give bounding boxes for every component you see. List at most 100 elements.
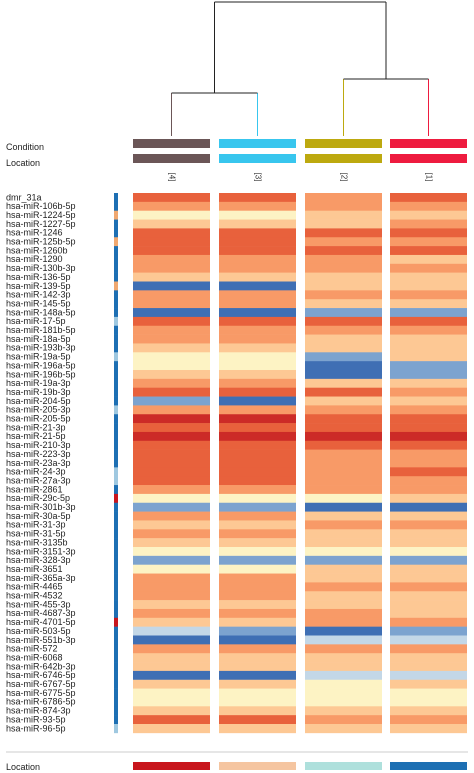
heatmap-cell	[133, 476, 210, 486]
heatmap-cell	[390, 617, 467, 627]
row-annotation-cell	[114, 493, 118, 504]
heatmap-cell	[219, 493, 296, 504]
heatmap-cell	[390, 237, 467, 247]
heatmap-cell	[305, 644, 382, 654]
heatmap-cell	[390, 325, 467, 335]
heatmap-cell	[390, 246, 467, 256]
heatmap-cell	[133, 670, 210, 681]
heatmap-cell	[219, 688, 296, 698]
heatmap-cell	[390, 458, 467, 468]
heatmap-cell	[219, 272, 296, 282]
heatmap-cell	[219, 414, 296, 424]
heatmap-cell	[219, 617, 296, 627]
heatmap-cell	[305, 511, 382, 521]
row-label: hsa-miR-106b-5p	[6, 201, 76, 211]
row-label: hsa-miR-29c-5p	[6, 493, 70, 503]
heatmap-cell	[305, 290, 382, 300]
row-label: hsa-miR-21-3p	[6, 422, 66, 432]
heatmap-cell	[133, 246, 210, 256]
heatmap-cell	[390, 600, 467, 610]
heatmap-cell	[133, 370, 210, 380]
row-annotation-cell	[114, 476, 118, 486]
row-label: hsa-miR-31-5p	[6, 529, 66, 539]
heatmap-cell	[305, 529, 382, 539]
heatmap-cell	[133, 600, 210, 610]
row-annotation-cell	[114, 352, 118, 362]
heatmap-cell	[305, 449, 382, 459]
heatmap-cell	[133, 573, 210, 583]
heatmap-cell	[219, 290, 296, 300]
heatmap-cell	[133, 502, 210, 512]
row-label: hsa-miR-4465	[6, 582, 63, 592]
row-label: hsa-miR-21-5p	[6, 431, 66, 441]
heatmap-cell	[133, 626, 210, 636]
heatmap-cell	[305, 564, 382, 574]
heatmap-cell	[133, 679, 210, 689]
heatmap-cell	[133, 396, 210, 406]
row-annotation-cell	[114, 511, 118, 521]
row-annotation-cell	[114, 564, 118, 574]
column-label: [4]	[167, 173, 176, 182]
heatmap-cell	[305, 591, 382, 601]
row-annotation-cell	[114, 644, 118, 654]
heatmap-cell	[305, 520, 382, 530]
condition-track-label: Condition	[6, 142, 44, 152]
row-labels: dmr_31ahsa-miR-106b-5phsa-miR-1224-5phsa…	[6, 192, 76, 733]
heatmap-cell	[219, 626, 296, 636]
heatmap-cell	[133, 290, 210, 300]
heatmap-cell	[305, 308, 382, 318]
heatmap-cell	[133, 308, 210, 318]
heatmap-cell	[305, 573, 382, 583]
heatmap-cell	[305, 281, 382, 291]
heatmap-cell	[305, 254, 382, 265]
heatmap-cell	[219, 662, 296, 672]
row-annotation-cell	[114, 715, 118, 725]
row-label: dmr_31a	[6, 192, 42, 202]
heatmap-cell	[133, 343, 210, 353]
heatmap-cell	[219, 361, 296, 371]
row-label: hsa-miR-365a-3p	[6, 573, 76, 583]
heatmap-cell	[133, 237, 210, 247]
row-annotation-cell	[114, 458, 118, 468]
heatmap-cell	[390, 670, 467, 681]
heatmap-cell	[133, 564, 210, 574]
heatmap-cell	[390, 431, 467, 442]
footer-location-legend	[133, 762, 467, 770]
heatmap-cell	[390, 210, 467, 220]
heatmap-cell	[219, 653, 296, 663]
heatmap-cell	[390, 290, 467, 300]
row-annotation-cell	[114, 325, 118, 335]
row-label: hsa-miR-4687-3p	[6, 608, 76, 618]
row-label: hsa-miR-19a-5p	[6, 352, 71, 362]
row-label: hsa-miR-31-3p	[6, 520, 66, 530]
heatmap-cell	[133, 378, 210, 388]
condition-swatch	[219, 139, 296, 148]
heatmap-cell	[305, 440, 382, 450]
row-annotation-cell	[114, 414, 118, 424]
heatmap-cell	[390, 547, 467, 557]
row-annotation-cell	[114, 334, 118, 344]
row-label: hsa-miR-27a-3p	[6, 475, 71, 485]
row-annotation-cell	[114, 361, 118, 371]
heatmap-cell	[305, 334, 382, 344]
heatmap-cell	[390, 193, 467, 203]
row-annotation-cell	[114, 600, 118, 610]
row-label: hsa-miR-551b-3p	[6, 635, 76, 645]
heatmap-cell	[219, 193, 296, 203]
heatmap-cell	[133, 458, 210, 468]
footer-location-swatch	[305, 762, 382, 770]
heatmap-cell	[219, 591, 296, 601]
heatmap-cell	[133, 485, 210, 495]
row-label: hsa-miR-23a-3p	[6, 458, 71, 468]
heatmap-cell	[133, 254, 210, 265]
heatmap-cell	[305, 396, 382, 406]
row-label: hsa-miR-19a-3p	[6, 378, 71, 388]
heatmap-cell	[305, 582, 382, 592]
heatmap-cell	[219, 201, 296, 211]
heatmap-cell	[133, 440, 210, 450]
row-label: hsa-miR-6068	[6, 652, 63, 662]
row-annotation-cell	[114, 370, 118, 380]
row-annotation-cell	[114, 254, 118, 265]
heatmap-cell	[219, 308, 296, 318]
row-annotation-cell	[114, 697, 118, 707]
